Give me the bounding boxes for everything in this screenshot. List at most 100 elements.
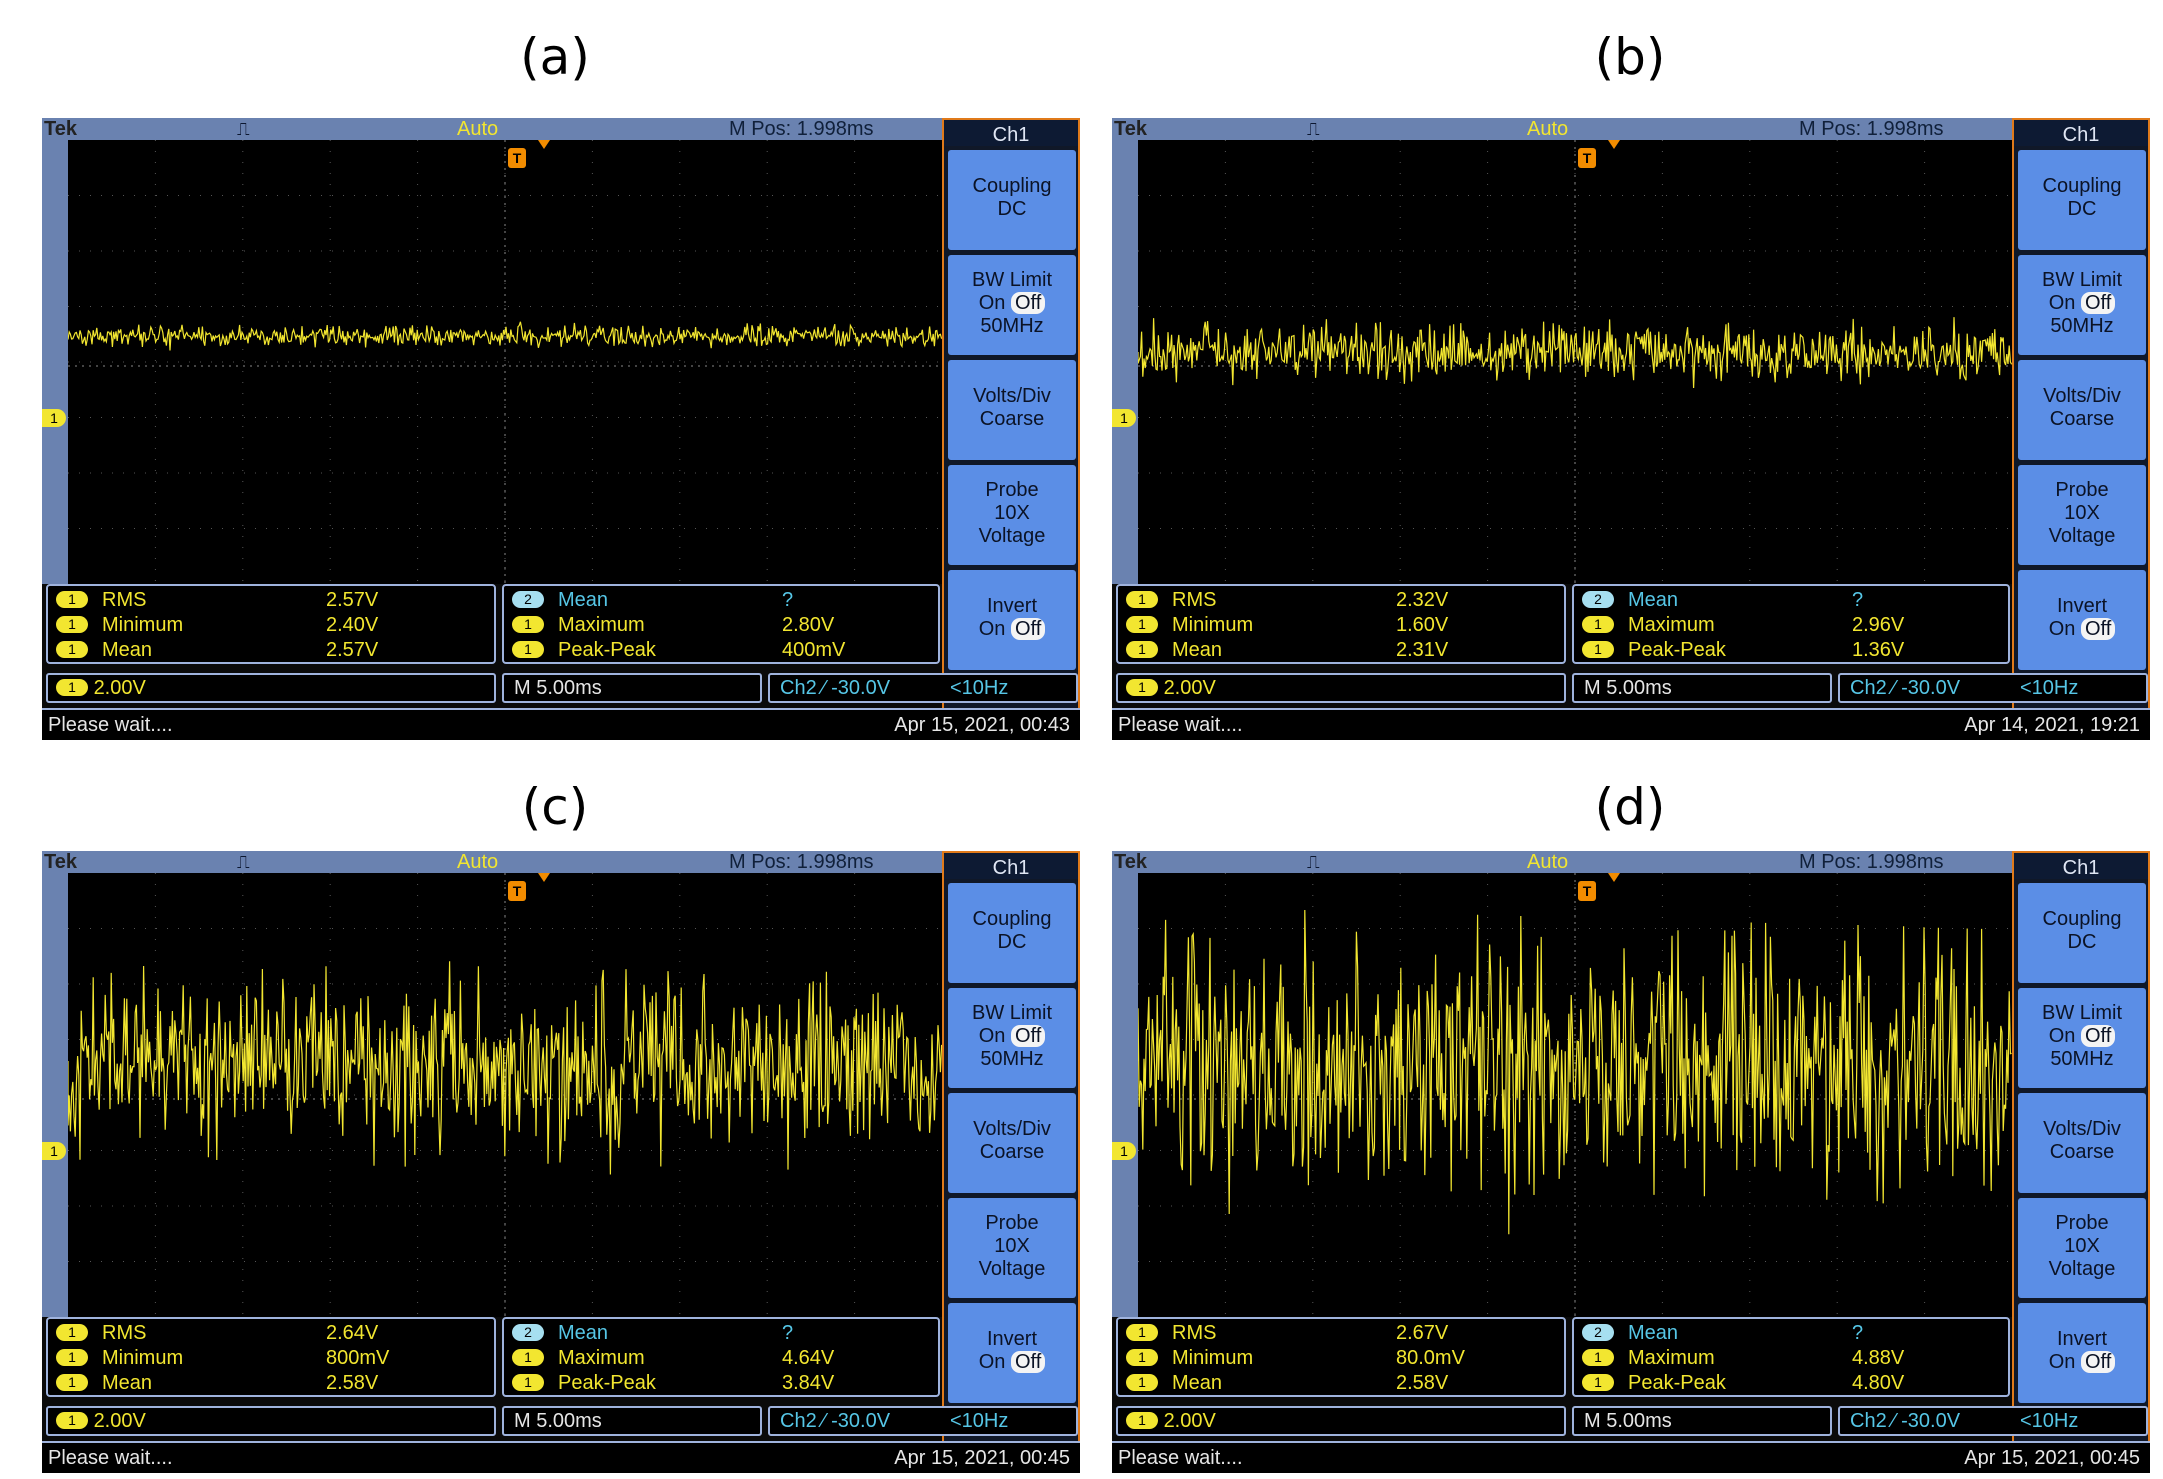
meas-label: Peak-Peak — [1628, 1372, 1726, 1394]
timebase-readout[interactable]: M 5.00ms — [502, 1406, 762, 1436]
timebase-value: M 5.00ms — [1584, 677, 1672, 699]
timebase-readout[interactable]: M 5.00ms — [502, 673, 762, 703]
probe-button[interactable]: Probe 10X Voltage — [2018, 465, 2146, 565]
ch2-badge: 2 — [1582, 1324, 1614, 1341]
status-bar: Tek ⎍ Auto M Pos: 1.998ms — [42, 118, 942, 140]
meas-label: RMS — [1172, 1322, 1217, 1344]
volts-div-button[interactable]: Volts/Div Coarse — [2018, 1093, 2146, 1193]
mean-value: 2.31V — [1396, 639, 1449, 661]
ch1-badge: 1 — [1126, 1374, 1158, 1391]
oscilloscope-screen-a: Tek ⎍ Auto M Pos: 1.998ms 1 T Ch1 Coupli… — [42, 118, 1080, 740]
probe-button[interactable]: Probe 10X Voltage — [948, 465, 1076, 565]
ch1-badge: 1 — [512, 1374, 544, 1391]
status-bar: Tek ⎍ Auto M Pos: 1.998ms — [42, 851, 942, 873]
acquire-icon: ⎍ — [1307, 119, 1320, 139]
peak-peak-value: 1.36V — [1852, 639, 1905, 661]
status-message: Please wait.... — [48, 1447, 173, 1469]
ch1-side-menu: Ch1 Coupling DC BW Limit On Off 50MHz Vo… — [942, 118, 1080, 718]
trigger-mode: Auto — [457, 851, 499, 873]
trigger-level-value: Ch2 ⁄ -30.0V — [780, 1410, 891, 1432]
trigger-readout[interactable]: Ch2 ⁄ -30.0V <10Hz — [768, 673, 1078, 703]
invert-button[interactable]: Invert On Off — [948, 570, 1076, 670]
brand-logo: Tek — [44, 118, 77, 140]
ch1-badge: 1 — [56, 1349, 88, 1366]
meas-label: Peak-Peak — [1628, 639, 1726, 661]
trigger-level-value: Ch2 ⁄ -30.0V — [1850, 1410, 1961, 1432]
volts-div-button[interactable]: Volts/Div Coarse — [948, 360, 1076, 460]
ch1-badge: 1 — [56, 1324, 88, 1341]
graticule — [68, 873, 942, 1317]
peak-peak-value: 3.84V — [782, 1372, 835, 1394]
ch2-badge: 2 — [1582, 591, 1614, 608]
ch1-volts-readout[interactable]: 1 2.00V — [1116, 673, 1566, 703]
coupling-button[interactable]: Coupling DC — [948, 883, 1076, 983]
meas-label: Mean — [558, 1322, 609, 1344]
meas-label: Mean — [1172, 639, 1223, 661]
brand-logo: Tek — [1114, 851, 1147, 873]
timebase-readout[interactable]: M 5.00ms — [1572, 1406, 1832, 1436]
ch1-badge: 1 — [1582, 641, 1614, 658]
ch1-waveform — [1138, 317, 2012, 389]
probe-button[interactable]: Probe 10X Voltage — [948, 1198, 1076, 1298]
bw-limit-button[interactable]: BW Limit On Off 50MHz — [948, 988, 1076, 1088]
measurements-left: 1 RMS 2.32V 1 Minimum 1.60V 1 Mean 2.31V — [1116, 584, 1566, 664]
ch2-badge: 2 — [512, 1324, 544, 1341]
trigger-mode: Auto — [1527, 851, 1569, 873]
coupling-button[interactable]: Coupling DC — [2018, 150, 2146, 250]
probe-button[interactable]: Probe 10X Voltage — [2018, 1198, 2146, 1298]
minimum-value: 2.40V — [326, 614, 379, 636]
ch1-volts-readout[interactable]: 1 2.00V — [46, 673, 496, 703]
volts-div-button[interactable]: Volts/Div Coarse — [2018, 360, 2146, 460]
channel-strip: 1 — [42, 140, 68, 584]
horizontal-position: M Pos: 1.998ms — [729, 851, 874, 873]
invert-button[interactable]: Invert On Off — [2018, 1303, 2146, 1403]
trigger-marker-icon: T — [508, 148, 526, 168]
bw-limit-button[interactable]: BW Limit On Off 50MHz — [2018, 988, 2146, 1088]
invert-button[interactable]: Invert On Off — [948, 1303, 1076, 1403]
status-message: Please wait.... — [1118, 1447, 1243, 1469]
message-bar: Please wait.... Apr 15, 2021, 00:43 — [42, 708, 1080, 740]
meas-label: Mean — [1172, 1372, 1223, 1394]
ch1-badge: 1 — [1126, 1349, 1158, 1366]
trigger-position-icon — [1608, 873, 1620, 882]
datetime: Apr 15, 2021, 00:45 — [1964, 1447, 2140, 1469]
status-bar: Tek ⎍ Auto M Pos: 1.998ms — [1112, 118, 2012, 140]
ch1-badge: 1 — [1126, 616, 1158, 633]
maximum-value: 2.96V — [1852, 614, 1905, 636]
ch2-mean-value: ? — [1852, 1322, 1864, 1344]
volts-div-button[interactable]: Volts/Div Coarse — [948, 1093, 1076, 1193]
meas-label: Mean — [102, 639, 153, 661]
rms-value: 2.32V — [1396, 589, 1449, 611]
acquire-icon: ⎍ — [237, 852, 250, 872]
status-message: Please wait.... — [48, 714, 173, 736]
invert-button[interactable]: Invert On Off — [2018, 570, 2146, 670]
volts-div-value: 2.00V — [93, 677, 146, 699]
meas-label: Minimum — [1172, 614, 1254, 636]
menu-title: Ch1 — [944, 853, 1078, 879]
ch1-volts-readout[interactable]: 1 2.00V — [1116, 1406, 1566, 1436]
coupling-button[interactable]: Coupling DC — [948, 150, 1076, 250]
coupling-button[interactable]: Coupling DC — [2018, 883, 2146, 983]
trigger-readout[interactable]: Ch2 ⁄ -30.0V <10Hz — [1838, 673, 2148, 703]
ch1-volts-readout[interactable]: 1 2.00V — [46, 1406, 496, 1436]
message-bar: Please wait.... Apr 15, 2021, 00:45 — [1112, 1441, 2150, 1473]
trigger-position-icon — [538, 140, 550, 149]
ch1-badge: 1 — [56, 591, 88, 608]
ch1-waveform — [68, 321, 942, 351]
acquire-icon: ⎍ — [1307, 852, 1320, 872]
trigger-readout[interactable]: Ch2 ⁄ -30.0V <10Hz — [768, 1406, 1078, 1436]
trigger-frequency: <10Hz — [2020, 1410, 2079, 1432]
bw-limit-button[interactable]: BW Limit On Off 50MHz — [948, 255, 1076, 355]
rms-value: 2.67V — [1396, 1322, 1449, 1344]
channel-strip: 1 — [1112, 873, 1138, 1317]
meas-label: RMS — [102, 1322, 147, 1344]
mean-value: 2.57V — [326, 639, 379, 661]
brand-logo: Tek — [1114, 118, 1147, 140]
timebase-readout[interactable]: M 5.00ms — [1572, 673, 1832, 703]
bw-off-selected: Off — [2080, 292, 2116, 314]
brand-logo: Tek — [44, 851, 77, 873]
trigger-readout[interactable]: Ch2 ⁄ -30.0V <10Hz — [1838, 1406, 2148, 1436]
bw-limit-button[interactable]: BW Limit On Off 50MHz — [2018, 255, 2146, 355]
ch1-badge: 1 — [1126, 641, 1158, 658]
invert-off-selected: Off — [1010, 1351, 1046, 1373]
